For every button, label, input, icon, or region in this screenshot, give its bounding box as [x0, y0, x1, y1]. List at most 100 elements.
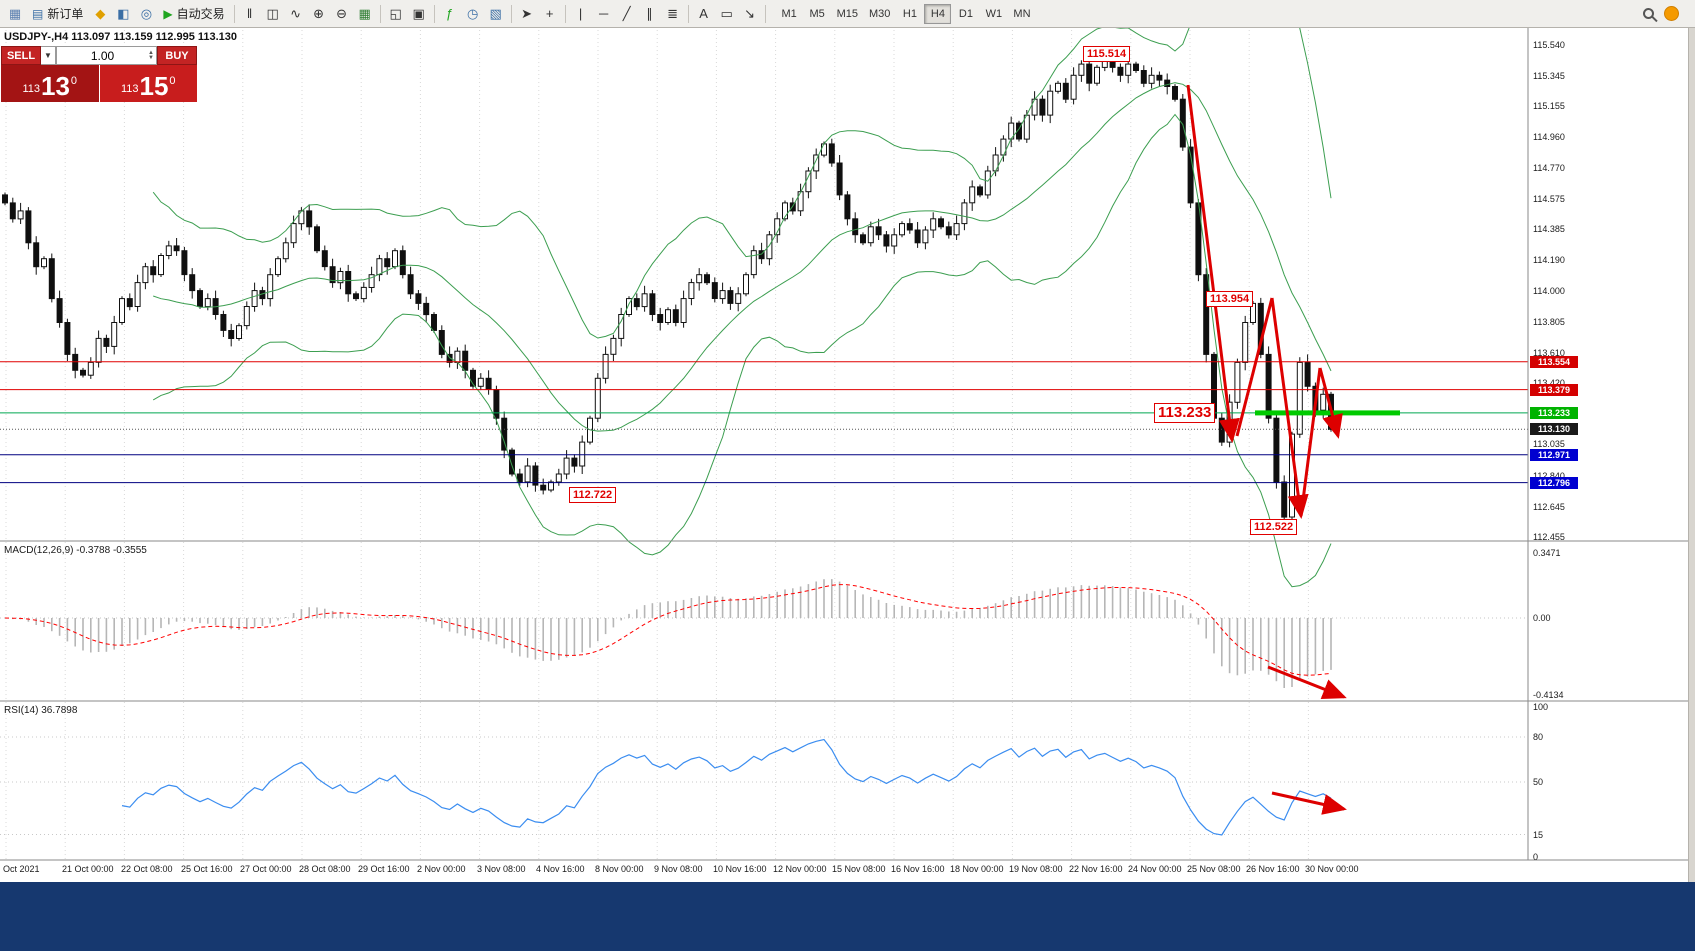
price-tag: 113.379: [1530, 384, 1578, 396]
price-axis-tick: 114.770: [1533, 163, 1565, 173]
horizontal-line-icon[interactable]: ─: [599, 6, 609, 21]
price-tag: 112.796: [1530, 477, 1578, 489]
autotrading-button[interactable]: ▶ 自动交易: [158, 3, 229, 25]
buy-price-base: 113: [120, 83, 139, 95]
rsi-axis-label: 100: [1533, 702, 1549, 712]
price-axis-tick: 112.645: [1533, 502, 1565, 512]
time-axis-label: 16 Nov 16:00: [891, 864, 945, 874]
trade-panel-top-row: SELL ▼ ▲▼ BUY: [1, 46, 197, 65]
time-axis-label: 24 Nov 00:00: [1128, 864, 1182, 874]
tile-windows-icon[interactable]: ▦: [358, 5, 371, 21]
channel-icon[interactable]: ∥: [646, 5, 653, 21]
timeframe-m5[interactable]: M5: [809, 7, 825, 20]
navigator-icon[interactable]: ◎: [140, 5, 153, 21]
candlestick-chart-icon[interactable]: ◫: [266, 5, 279, 21]
fibonacci-icon[interactable]: ≣: [667, 5, 679, 21]
add-indicator-icon[interactable]: ƒ: [445, 6, 454, 21]
price-axis-tick: 114.575: [1533, 194, 1565, 204]
timeframe-mn[interactable]: MN: [1013, 7, 1031, 20]
new-order-button[interactable]: ▤ 新订单: [27, 3, 88, 25]
price-axis-tick: 114.190: [1533, 255, 1565, 265]
price-axis-tick: 114.385: [1533, 224, 1565, 234]
price-axis-tick: 112.455: [1533, 532, 1565, 542]
time-axis-label: 8 Nov 00:00: [595, 864, 644, 874]
period-icon[interactable]: ◷: [466, 5, 479, 21]
time-axis-label: 10 Nov 16:00: [713, 864, 767, 874]
time-axis-label: Oct 2021: [3, 864, 40, 874]
rsi-axis-label: 50: [1533, 777, 1544, 787]
macd-label: MACD(12,26,9) -0.3788 -0.3555: [4, 545, 147, 556]
sell-price-pips: 13: [41, 71, 70, 101]
main-toolbar: ▦ ▤ 新订单 ◆ ◧ ◎ ▶ 自动交易 ‖ ◫ ∿ ⊕ ⊖ ▦ ◱ ▣ ƒ ◷ ▧ ➤ + | ─ ╱ ∥ ≣ A ▭ ↘ M1 M5 M…: [0, 0, 1695, 28]
price-tag: 113.233: [1530, 407, 1578, 419]
buy-price[interactable]: 113 15 0: [99, 65, 197, 102]
vertical-line-icon[interactable]: |: [578, 6, 583, 21]
arrow-tool-icon[interactable]: ↘: [744, 5, 756, 21]
time-axis-label: 12 Nov 00:00: [773, 864, 827, 874]
price-annotation[interactable]: 115.514: [1083, 46, 1131, 62]
toolbar-separator: [564, 4, 566, 23]
timeframe-h1[interactable]: H1: [902, 7, 917, 20]
text-icon[interactable]: A: [699, 6, 708, 21]
price-annotation[interactable]: 113.233: [1154, 403, 1216, 423]
chart-window: USDJPY-,H4 113.097 113.159 112.995 113.1…: [0, 0, 1688, 882]
price-tag: 112.971: [1530, 449, 1578, 461]
rsi-axis-label: 15: [1533, 830, 1544, 840]
label-icon[interactable]: ▭: [720, 5, 733, 21]
timeframe-m15[interactable]: M15: [836, 7, 859, 20]
market-watch-icon[interactable]: ◧: [117, 5, 130, 21]
vertical-scrollbar[interactable]: [1688, 28, 1695, 882]
price-axis-tick: 113.805: [1533, 317, 1565, 327]
zoom-out-icon[interactable]: ⊖: [336, 5, 348, 21]
notification-icon[interactable]: [1664, 6, 1679, 21]
time-axis-label: 28 Oct 08:00: [299, 864, 351, 874]
chart-canvas[interactable]: [0, 0, 1688, 882]
volume-spinner[interactable]: ▲ ▼: [148, 49, 154, 61]
volume-input[interactable]: [57, 48, 149, 63]
symbol-ohlc-line: USDJPY-,H4 113.097 113.159 112.995 113.1…: [4, 31, 238, 43]
price-annotation[interactable]: 113.954: [1206, 291, 1254, 307]
time-axis-label: 3 Nov 08:00: [477, 864, 526, 874]
macd-axis-label: 0.3471: [1533, 548, 1561, 558]
volume-dropdown[interactable]: ▼: [41, 46, 56, 65]
timeframe-m30[interactable]: M30: [869, 7, 891, 20]
bottom-panel: [0, 882, 1695, 951]
sell-button[interactable]: SELL: [1, 46, 41, 65]
bar-chart-icon[interactable]: ‖: [246, 6, 253, 21]
rsi-axis-label: 0: [1533, 852, 1539, 862]
trendline-icon[interactable]: ╱: [622, 5, 631, 21]
time-axis-label: 25 Oct 16:00: [181, 864, 233, 874]
time-axis-label: 19 Nov 08:00: [1009, 864, 1063, 874]
line-chart-icon[interactable]: ∿: [290, 5, 302, 21]
zoom-in-icon[interactable]: ⊕: [313, 5, 325, 21]
price-axis-tick: 115.155: [1533, 101, 1565, 111]
timeframe-m1[interactable]: M1: [781, 7, 797, 20]
toolbar-items: ▦ ▤ 新订单 ◆ ◧ ◎ ▶ 自动交易 ‖ ◫ ∿ ⊕ ⊖ ▦ ◱ ▣ ƒ ◷ ▧ ➤ + | ─ ╱ ∥ ≣ A ▭ ↘: [4, 3, 769, 25]
timeframe-buttons: M1 M5 M15 M30 H1 H4 D1 W1 MN: [776, 3, 1036, 24]
chart-window-icon[interactable]: ▦: [8, 5, 22, 21]
sell-price-sup: 0: [70, 75, 78, 87]
sell-price[interactable]: 113 13 0: [1, 65, 99, 102]
toolbar-separator: [687, 4, 689, 23]
search-icon[interactable]: [1643, 8, 1654, 19]
cascade-windows-icon[interactable]: ▣: [412, 5, 425, 21]
auto-arrange-icon[interactable]: ◱: [389, 5, 402, 21]
price-annotation[interactable]: 112.522: [1250, 519, 1298, 535]
timeframe-w1[interactable]: W1: [985, 7, 1003, 20]
time-axis-label: 2 Nov 00:00: [417, 864, 466, 874]
autotrading-button-label: 自动交易: [176, 7, 225, 21]
history-center-icon[interactable]: ◆: [95, 5, 106, 21]
price-annotation[interactable]: 112.722: [569, 487, 617, 503]
template-icon[interactable]: ▧: [489, 5, 502, 21]
timeframe-d1[interactable]: D1: [958, 7, 973, 20]
price-axis-tick: 114.960: [1533, 132, 1565, 142]
toolbar-separator: [433, 4, 435, 23]
time-axis-label: 22 Nov 16:00: [1069, 864, 1123, 874]
toolbar-right-group: [1643, 6, 1691, 21]
cursor-icon[interactable]: ➤: [521, 5, 533, 21]
price-chart-svg[interactable]: [0, 0, 1688, 882]
timeframe-h4[interactable]: H4: [924, 3, 952, 24]
crosshair-icon[interactable]: +: [545, 6, 554, 21]
buy-button[interactable]: BUY: [157, 46, 197, 65]
